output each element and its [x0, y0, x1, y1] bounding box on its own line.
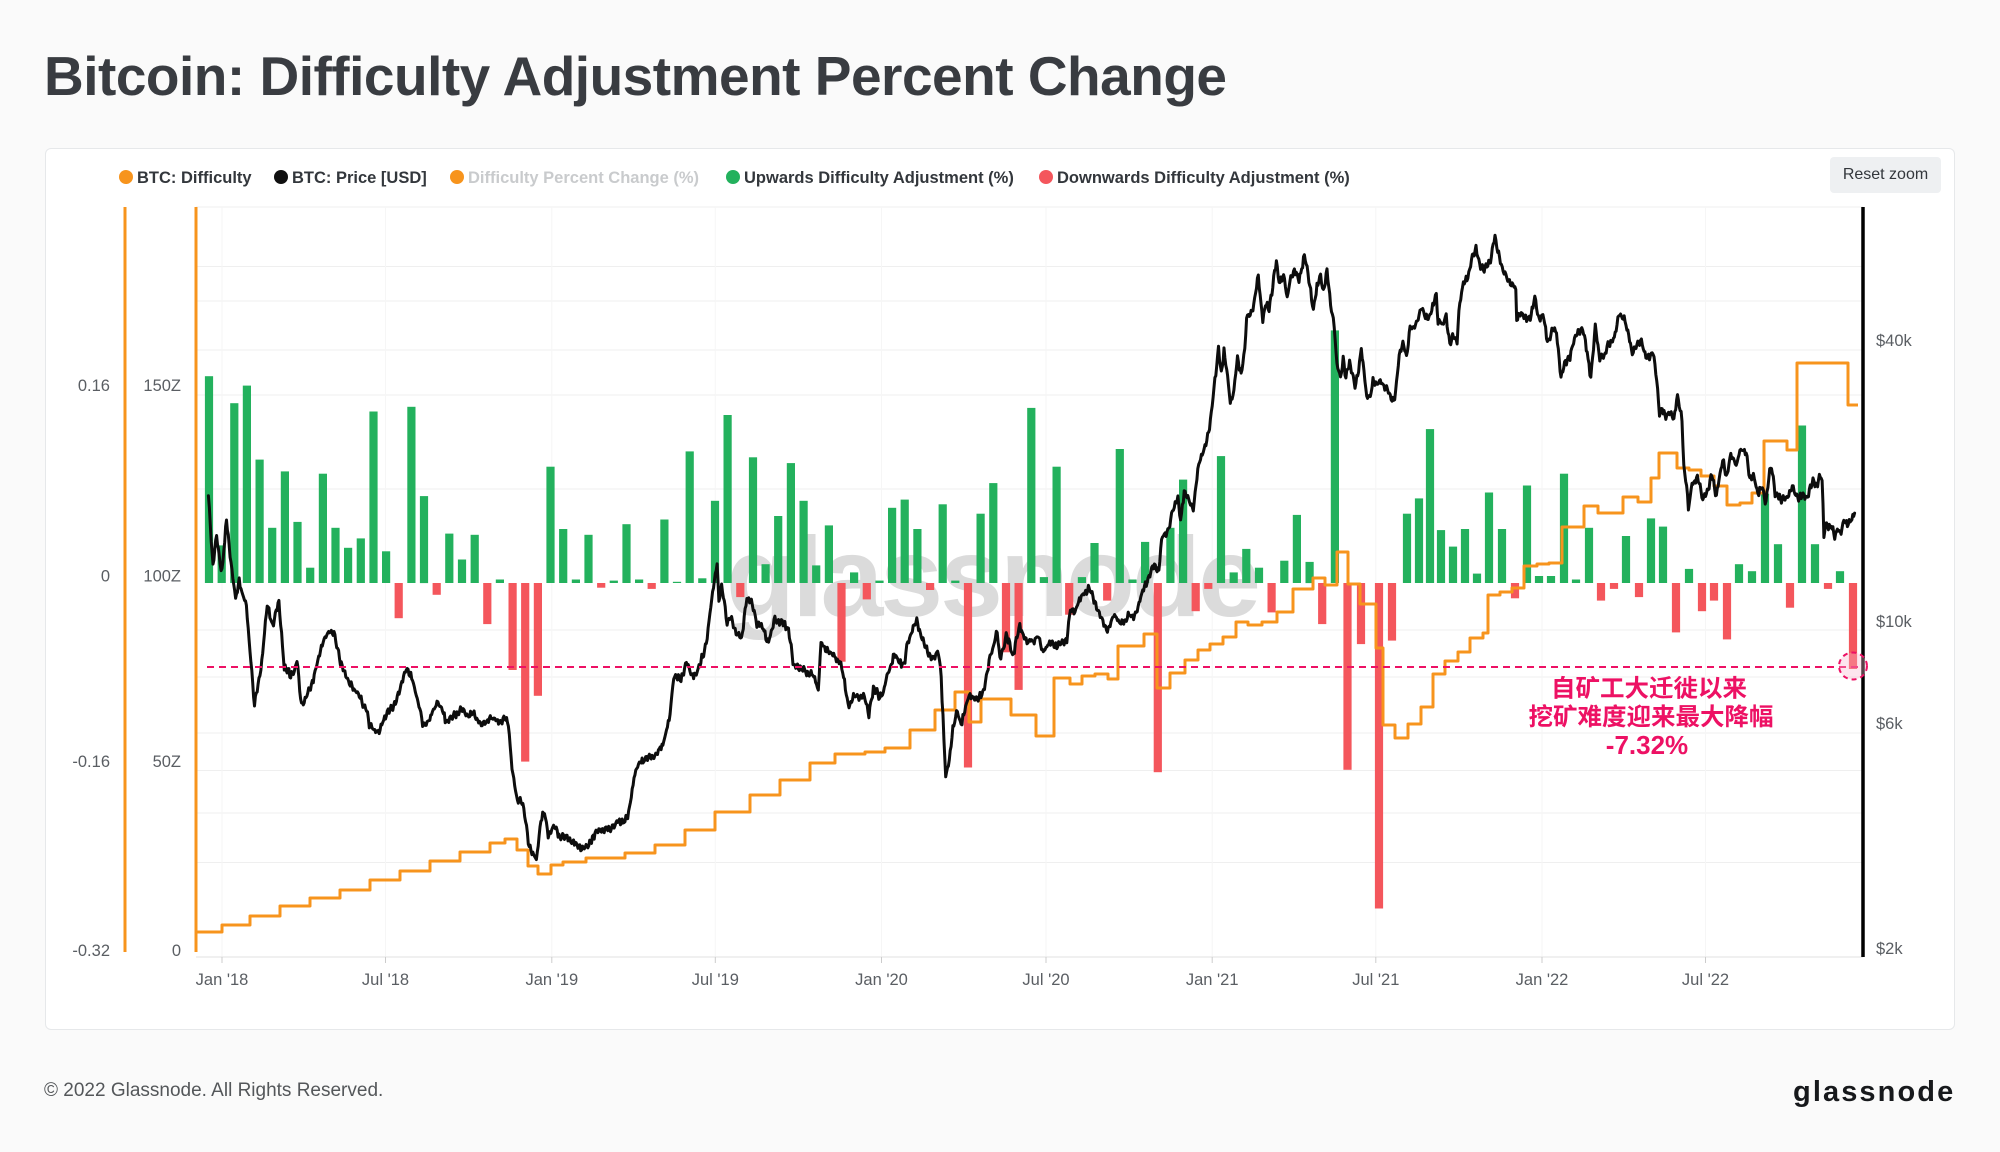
- svg-text:Jan '19: Jan '19: [525, 971, 578, 989]
- svg-text:-7.32%: -7.32%: [1606, 730, 1688, 760]
- svg-text:0: 0: [172, 942, 181, 960]
- svg-text:50Z: 50Z: [153, 753, 181, 771]
- svg-text:Jan '20: Jan '20: [855, 971, 908, 989]
- svg-text:Jan '22: Jan '22: [1516, 971, 1569, 989]
- svg-text:Jul '21: Jul '21: [1352, 971, 1399, 989]
- svg-text:100Z: 100Z: [143, 568, 181, 586]
- svg-text:Jan '21: Jan '21: [1186, 971, 1239, 989]
- svg-text:-0.32: -0.32: [72, 942, 110, 960]
- svg-text:Jul '19: Jul '19: [692, 971, 739, 989]
- svg-text:$6k: $6k: [1876, 715, 1903, 733]
- svg-text:$40k: $40k: [1876, 332, 1913, 350]
- svg-text:Jul '20: Jul '20: [1022, 971, 1069, 989]
- svg-text:Jan '18: Jan '18: [196, 971, 249, 989]
- svg-text:Jul '18: Jul '18: [362, 971, 409, 989]
- svg-text:$2k: $2k: [1876, 940, 1903, 958]
- svg-text:0: 0: [101, 568, 110, 586]
- svg-text:0.16: 0.16: [78, 377, 110, 395]
- svg-text:Jul '22: Jul '22: [1682, 971, 1729, 989]
- svg-text:$10k: $10k: [1876, 613, 1913, 631]
- svg-text:-0.16: -0.16: [72, 753, 110, 771]
- svg-text:150Z: 150Z: [143, 377, 181, 395]
